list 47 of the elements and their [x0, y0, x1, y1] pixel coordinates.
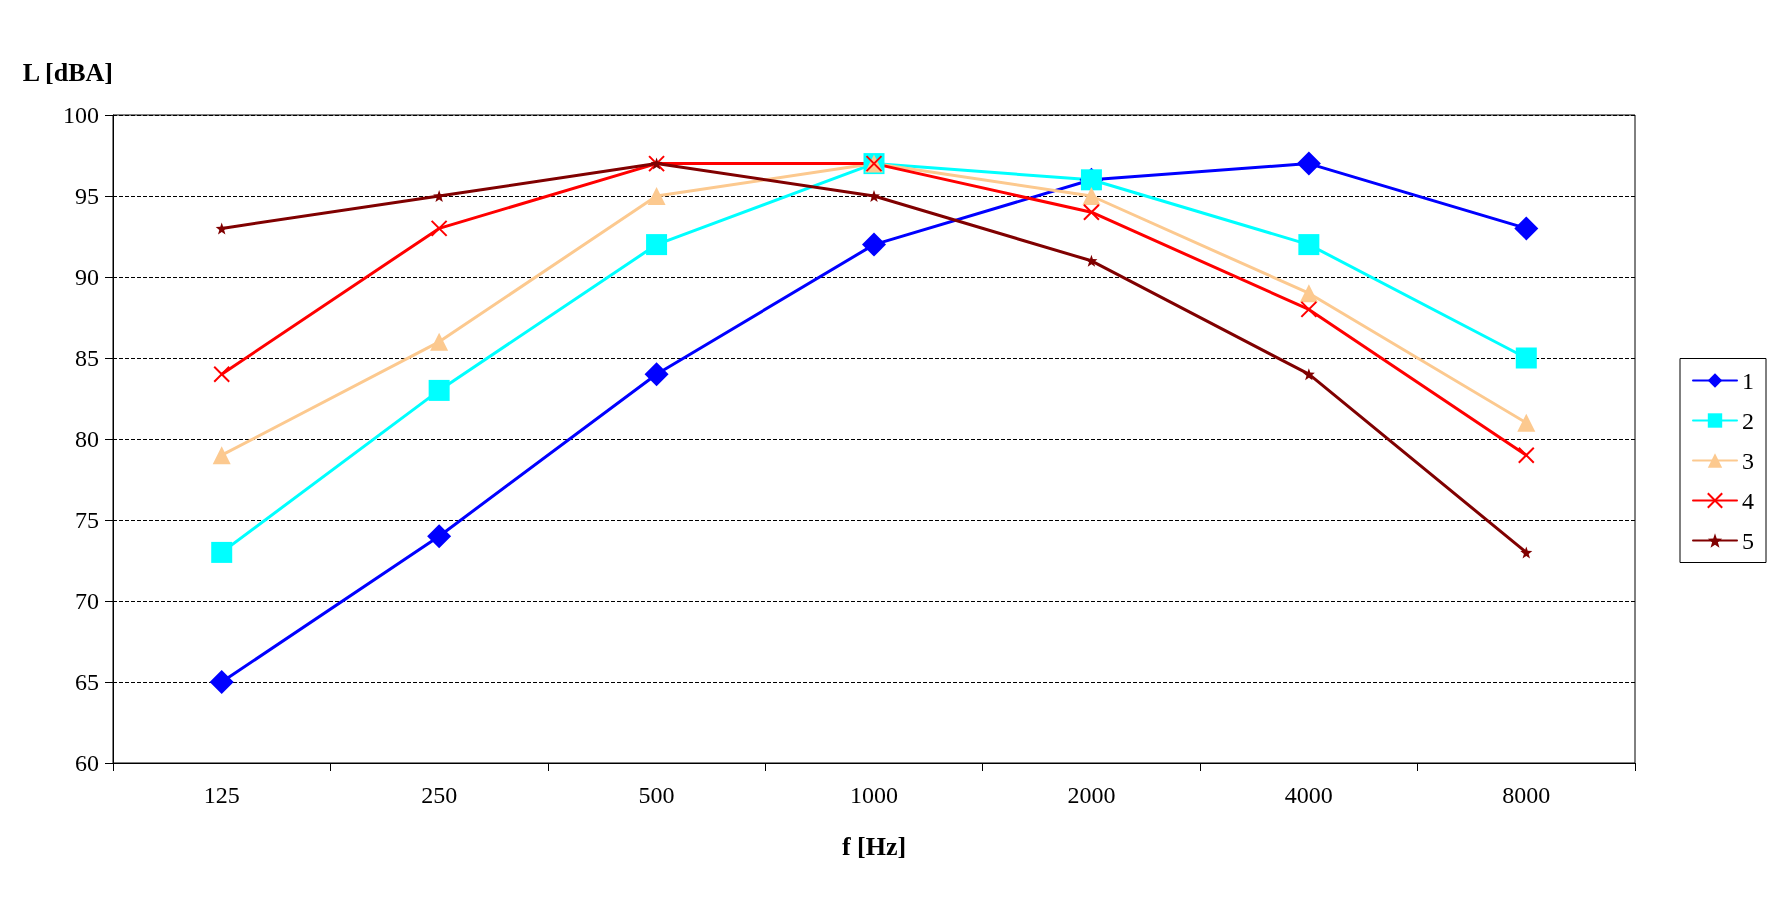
- point: [1082, 203, 1100, 221]
- point: [1082, 187, 1101, 205]
- point: [1517, 413, 1536, 432]
- y-tick-label: 75: [75, 507, 99, 533]
- y-tick-label: 90: [75, 264, 99, 290]
- point: [209, 670, 234, 694]
- point: [1517, 446, 1535, 464]
- point: [212, 446, 231, 465]
- y-tick-label: 60: [75, 750, 99, 776]
- x-tick-label: 125: [203, 782, 240, 808]
- point: [1300, 300, 1318, 318]
- x-tick-label: 2000: [1067, 782, 1116, 808]
- y-tick-label: 100: [63, 102, 99, 128]
- point: [427, 524, 452, 549]
- y-tick-label: 70: [75, 588, 99, 614]
- y-tick-label: 65: [75, 669, 99, 695]
- legend-label: 3: [1742, 447, 1754, 474]
- x-tick-label: 500: [638, 782, 675, 808]
- legend-label: 1: [1742, 367, 1754, 394]
- x-tick-label: 8000: [1502, 782, 1551, 808]
- point: [1302, 368, 1315, 381]
- point: [647, 187, 666, 205]
- y-tick-label: 85: [75, 345, 99, 371]
- x-axis-title: f [Hz]: [841, 831, 907, 861]
- point: [430, 332, 449, 351]
- point: [644, 362, 669, 387]
- legend-label: 4: [1742, 487, 1754, 514]
- point: [1299, 284, 1318, 303]
- point: [430, 219, 448, 237]
- point: [213, 365, 231, 383]
- point: [1520, 546, 1533, 559]
- point: [428, 379, 450, 401]
- point: [1298, 234, 1320, 256]
- point: [211, 541, 233, 563]
- point: [862, 232, 886, 257]
- x-tick-label: 1000: [850, 782, 898, 808]
- point: [646, 234, 668, 256]
- point: [1515, 347, 1537, 369]
- x-tick-label: 4000: [1284, 782, 1333, 808]
- point: [1514, 216, 1539, 241]
- x-tick-label: 250: [421, 782, 458, 808]
- y-tick-label: 80: [75, 426, 99, 452]
- legend-label: 5: [1742, 527, 1754, 554]
- y-tick-label: 95: [75, 183, 99, 209]
- legend-label: 2: [1742, 407, 1754, 434]
- y-axis-title: L [dBA]: [22, 57, 113, 87]
- point: [1296, 151, 1321, 176]
